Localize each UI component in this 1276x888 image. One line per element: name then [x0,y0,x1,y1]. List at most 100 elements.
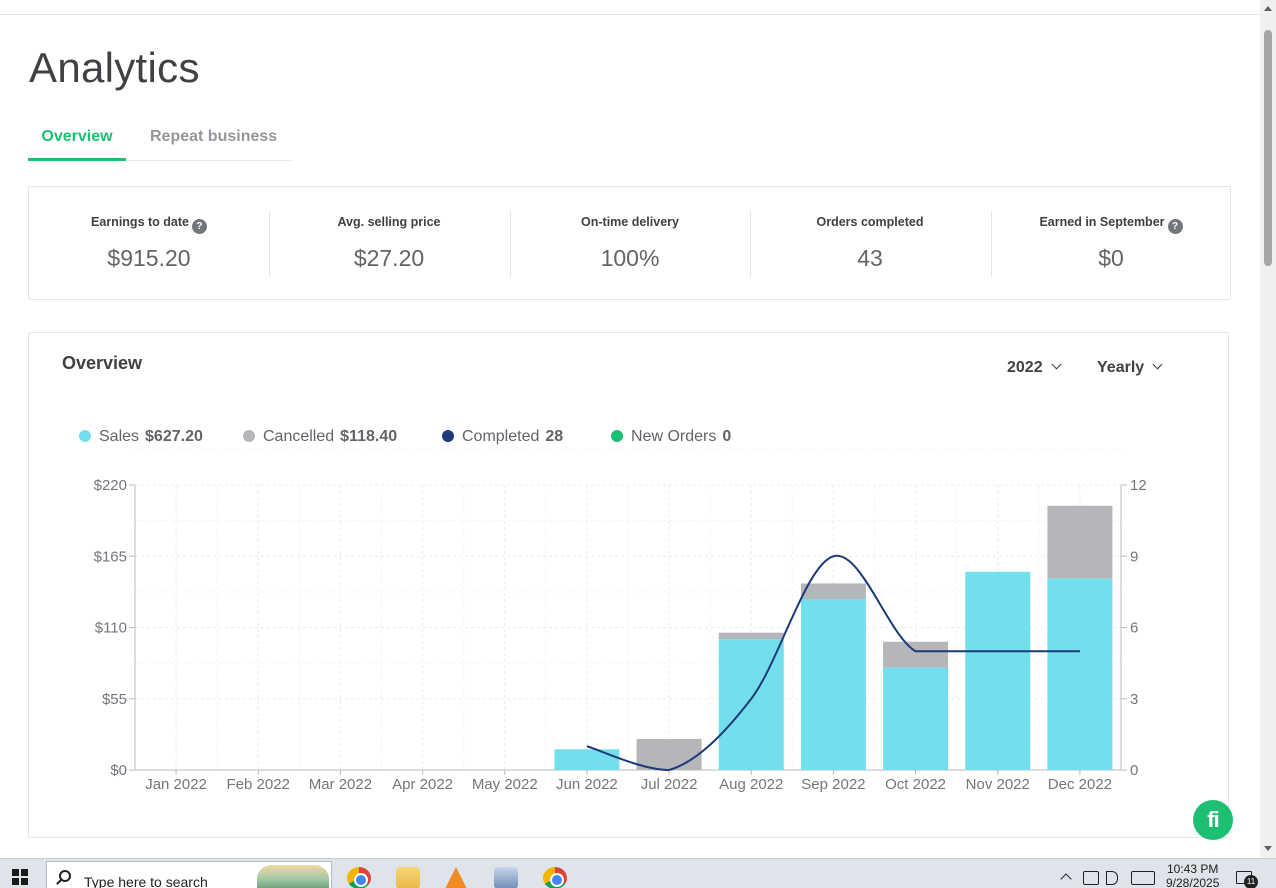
tab-bar: Overview Repeat business [28,120,291,161]
y-tick-label-right: 12 [1130,477,1147,494]
legend-dot [79,430,91,442]
x-tick-label: Mar 2022 [309,776,372,793]
legend-new-orders[interactable]: New Orders 0 [611,428,731,446]
clock-date: 9/28/2025 [1166,876,1220,888]
help-icon[interactable]: ? [1167,219,1183,234]
y-tick-label-right: 6 [1130,620,1138,637]
legend-label: Sales [99,428,140,445]
legend-completed[interactable]: Completed 28 [442,428,563,446]
windows-start-icon[interactable] [12,869,28,885]
windows-taskbar: Type here to search 10:43 PM 9/28/2025 1… [0,858,1276,888]
volume-icon[interactable] [1106,871,1118,885]
stat-earned-in-september: Earned in September? $0 [991,211,1231,277]
legend-dot [442,430,454,442]
stat-value: $0 [1098,245,1124,271]
overview-title: Overview [62,353,143,373]
taskbar-search[interactable]: Type here to search [46,861,332,888]
vertical-scrollbar[interactable] [1260,0,1276,858]
stat-label: On-time delivery [581,215,679,229]
search-icon [59,870,71,882]
tab-overview[interactable]: Overview [28,128,126,161]
file-explorer-icon[interactable] [396,867,420,888]
scroll-up-icon[interactable] [1264,6,1272,11]
scroll-down-icon[interactable] [1264,846,1272,851]
period-dropdown[interactable]: Yearly [1097,359,1163,377]
year-value: 2022 [1007,359,1043,376]
stat-earnings-to-date: Earnings to date? $915.20 [29,211,269,277]
bar-cancelled-6 [636,738,702,770]
keyboard-icon[interactable] [1131,871,1155,885]
bar-cancelled-8 [800,583,866,599]
vlc-icon[interactable] [445,867,467,888]
legend-value: $118.40 [340,428,398,445]
app-icon[interactable] [494,867,518,888]
y-tick-label-left: $0 [110,762,127,779]
x-tick-label: Sep 2022 [801,776,865,793]
line-completed [586,555,1080,772]
bar-cancelled-11 [1047,505,1113,579]
chrome-icon[interactable] [347,867,371,888]
fiverr-help-button[interactable]: fi [1193,800,1233,840]
page-title: Analytics [29,44,200,91]
stat-label: Orders completed [816,215,924,229]
stat-value: 43 [857,245,883,271]
year-dropdown[interactable]: 2022 [1007,359,1062,377]
legend-value: 28 [545,428,564,445]
legend-dot [243,430,255,442]
legend-label: New Orders [631,428,717,445]
stat-label: Earned in September [1039,215,1165,229]
x-tick-label: Jun 2022 [556,776,618,793]
y-tick-label-right: 3 [1130,691,1138,708]
notification-count: 11 [1244,875,1258,888]
stat-value: 100% [600,245,660,271]
legend-cancelled[interactable]: Cancelled $118.40 [243,428,397,446]
overview-chart: $0 $55 $110 $165 $220 0 3 6 9 12 Jan 2022 Feb 2022 M… [94,448,1147,793]
y-tick-label-left: $110 [95,620,127,637]
overview-panel: Overview 2022 Yearly Sales $627.20 Cancel… [28,332,1229,838]
legend-value: 0 [722,428,732,445]
legend-value: $627.20 [145,428,203,445]
x-tick-label: Oct 2022 [885,776,946,793]
stat-label: Avg. selling price [337,215,441,229]
y-tick-label-left: $165 [94,548,127,565]
bar-sales-9 [883,667,949,770]
period-value: Yearly [1097,359,1145,376]
scroll-thumb[interactable] [1264,30,1272,266]
x-tick-label: Feb 2022 [227,776,290,793]
stat-on-time-delivery: On-time delivery 100% [510,211,750,277]
y-tick-label-left: $220 [94,477,127,494]
bar-sales-10 [965,571,1031,770]
search-highlight-image [257,865,329,888]
y-tick-label-right: 0 [1130,762,1138,779]
tray-expand-icon[interactable] [1060,873,1072,885]
top-border [0,0,1260,15]
bar-sales-11 [1047,578,1113,770]
x-tick-label: Jan 2022 [145,776,207,793]
clock-time: 10:43 PM [1167,862,1219,876]
x-tick-label: Jul 2022 [641,776,698,793]
stat-orders-completed: Orders completed 43 [750,211,990,277]
legend-label: Cancelled [263,428,335,445]
bar-cancelled-9 [883,641,949,668]
bar-cancelled-7 [718,632,784,640]
x-tick-label: Aug 2022 [719,776,783,793]
taskbar-clock[interactable]: 10:43 PM 9/28/2025 [1166,862,1219,888]
x-tick-label: Nov 2022 [966,776,1030,793]
legend-label: Completed [462,428,540,445]
legend-sales[interactable]: Sales $627.20 [79,428,203,446]
chrome-profile-icon[interactable] [543,867,567,888]
network-icon[interactable] [1083,871,1099,885]
bar-sales-5 [554,749,620,770]
bar-sales-8 [800,599,866,770]
stats-card: Earnings to date? $915.20 Avg. selling p… [28,186,1231,300]
y-tick-label-right: 9 [1130,548,1138,565]
x-tick-label: Dec 2022 [1048,776,1112,793]
legend-dot [611,430,623,442]
stat-label: Earnings to date [91,215,189,229]
search-placeholder: Type here to search [84,874,208,888]
stat-value: $915.20 [107,245,191,271]
help-icon[interactable]: ? [191,219,207,234]
tab-repeat-business[interactable]: Repeat business [150,128,278,145]
x-tick-label: May 2022 [472,776,538,793]
x-tick-label: Apr 2022 [392,776,453,793]
